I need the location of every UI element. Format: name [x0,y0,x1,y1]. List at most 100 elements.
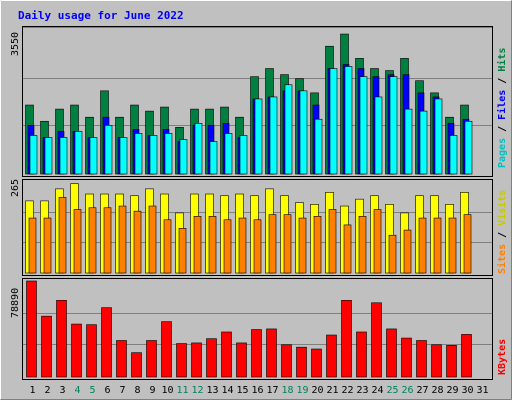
bar-sites [358,216,367,274]
bar-pages [194,122,203,175]
bar-sites [313,216,322,274]
x-tick-label: 8 [134,385,140,396]
bar-pages [389,76,398,175]
x-tick-label: 22 [341,385,353,396]
bar-kbytes [416,340,427,378]
bar-kbytes [356,331,367,378]
x-tick-label: 24 [371,385,383,396]
bar-kbytes [41,315,52,378]
bar-kbytes [251,329,262,378]
bar-sites [58,197,67,274]
x-tick-label: 12 [191,385,203,396]
x-tick-label: 21 [326,385,338,396]
bar-pages [134,133,143,175]
bar-pages [89,137,98,175]
bar-sites [433,217,442,274]
bar-pages [329,68,338,175]
bar-sites [208,216,217,274]
bar-kbytes [236,342,247,378]
bars-layer [23,33,492,378]
x-tick-label: 26 [401,385,413,396]
bar-pages [119,137,128,175]
bar-kbytes [26,280,37,378]
legend-sites: Sites [496,244,508,274]
bar-kbytes [296,346,307,378]
bar-sites [373,209,382,274]
x-tick-label: 31 [476,385,488,396]
bar-pages [224,133,233,175]
bar-kbytes [266,328,277,378]
bar-kbytes [191,342,202,378]
x-tick-label: 10 [161,385,173,396]
ymax-label-hits: 3550 [10,32,21,56]
x-tick-label: 30 [461,385,473,396]
bar-kbytes [446,345,457,378]
legend-pages: Pages [497,138,508,168]
bar-sites [268,214,277,274]
bar-kbytes [311,348,322,378]
bar-sites [193,216,202,274]
bar-pages [419,110,428,175]
bar-pages [59,137,68,175]
legend-visits-sites: Sites / Visits [496,190,508,274]
x-tick-label: 15 [236,385,248,396]
bar-sites [43,217,52,274]
bar-pages [269,96,278,175]
x-tick-label: 14 [221,385,233,396]
bar-pages [74,131,83,175]
bar-sites [163,219,172,274]
bar-pages [434,98,443,175]
bar-pages [149,135,158,175]
x-tick-label: 20 [311,385,323,396]
bar-pages [284,84,293,175]
bar-pages [404,108,413,175]
ymax-label-kbytes: 78890 [10,288,21,318]
bar-pages [209,141,218,175]
bar-sites [418,217,427,274]
x-tick-label: 6 [104,385,110,396]
bar-sites [463,214,472,274]
bar-kbytes [131,352,142,378]
bar-kbytes [401,337,412,378]
bar-kbytes [206,338,217,378]
bar-pages [254,98,263,175]
bar-sites [223,219,232,274]
bar-kbytes [176,343,187,378]
bar-pages [29,135,38,175]
x-tick-label: 1 [29,385,35,396]
bar-sites [133,210,142,274]
bar-sites [118,205,127,274]
x-tick-label: 7 [119,385,125,396]
bar-sites [73,209,82,274]
bar-sites [238,217,247,274]
bar-kbytes [281,344,292,378]
bar-pages [44,137,53,175]
x-tick-label: 27 [416,385,428,396]
bar-sites [253,219,262,274]
bar-sites [388,234,397,274]
legend-kbytes: KBytes [497,339,508,375]
bar-kbytes [371,302,382,378]
bar-kbytes [461,334,472,378]
x-tick-label: 3 [59,385,65,396]
legend-hits: Hits [496,48,508,72]
x-tick-label: 9 [149,385,155,396]
bar-sites [298,217,307,274]
bar-sites [28,217,37,274]
x-tick-label: 29 [446,385,458,396]
bar-pages [179,139,188,175]
bar-kbytes [56,300,67,378]
bar-pages [359,76,368,175]
ymax-label-visits: 265 [10,179,21,197]
bar-kbytes [326,334,337,378]
x-tick-label: 2 [44,385,50,396]
bar-sites [103,207,112,274]
bar-pages [464,120,473,175]
x-tick-label: 4 [74,385,80,396]
x-tick-label: 25 [386,385,398,396]
x-tick-label: 19 [296,385,308,396]
legend-visits: Visits [496,190,508,226]
bar-pages [104,125,113,175]
bar-sites [148,205,157,274]
